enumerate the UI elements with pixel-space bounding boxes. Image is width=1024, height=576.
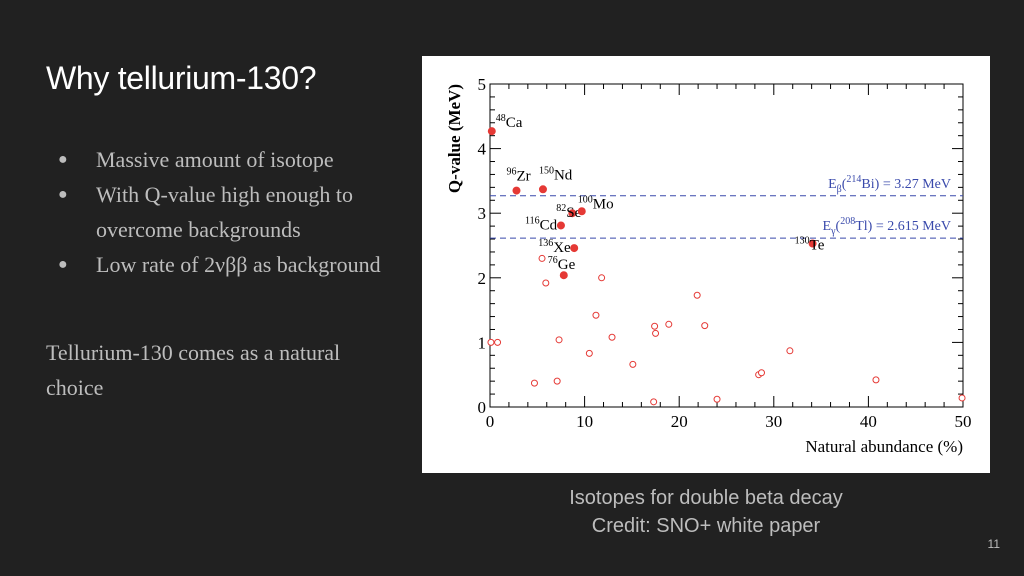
x-tick-label: 20 <box>671 412 688 431</box>
y-tick-label: 5 <box>478 75 487 94</box>
bullet-list: ● Massive amount of isotope ● With Q-value… <box>46 142 386 282</box>
page-number: 11 <box>987 537 1000 551</box>
figure-caption: Isotopes for double beta decay Credit: S… <box>422 484 990 540</box>
bullet-dot-icon: ● <box>58 256 68 273</box>
isotope-point-se <box>568 209 577 218</box>
bullet-text: With Q-value high enough to overcome bac… <box>96 182 353 242</box>
isotope-point-open <box>608 333 616 341</box>
x-tick-label: 40 <box>860 412 877 431</box>
isotope-point-open <box>494 338 502 346</box>
isotope-point-ge <box>559 271 568 280</box>
slide-title: Why tellurium-130? <box>46 60 317 96</box>
isotope-label-zr: 96Zr <box>506 167 530 185</box>
isotope-point-open <box>553 377 561 385</box>
bullet-item: ● Low rate of 2νββ as background <box>46 247 386 282</box>
isotope-point-zr <box>512 186 521 195</box>
isotope-point-open <box>652 329 660 337</box>
isotope-point-open <box>693 291 701 299</box>
isotope-point-open <box>592 311 600 319</box>
isotope-point-te <box>808 239 817 248</box>
isotope-label-te: 130Te <box>795 236 825 254</box>
isotope-point-open <box>598 274 606 282</box>
reference-line-label: Eβ(214Bi) = 3.27 MeV <box>828 174 951 195</box>
isotope-point-open <box>530 379 538 387</box>
caption-line-title: Isotopes for double beta decay <box>569 487 843 509</box>
bullet-dot-icon: ● <box>58 151 68 168</box>
isotope-label-ge: 76Ge <box>548 255 576 273</box>
isotope-point-xe <box>570 244 579 253</box>
isotope-point-open <box>555 336 563 344</box>
x-tick-label: 30 <box>765 412 782 431</box>
chart-panel: 0 10 20 30 40 50 0 1 2 3 4 5 Natural abundance (%) Q-… <box>422 56 990 473</box>
isotope-point-open <box>629 360 637 368</box>
isotope-label-cd: 116Cd <box>525 215 558 233</box>
isotope-point-open <box>487 338 495 346</box>
isotope-point-open <box>650 398 658 406</box>
isotope-point-open <box>542 279 550 287</box>
isotope-point-open <box>651 322 659 330</box>
bullet-text: Massive amount of isotope <box>96 147 334 172</box>
caption-line-credit: Credit: SNO+ white paper <box>591 515 821 537</box>
isotope-point-open <box>758 369 766 377</box>
isotope-point-nd <box>538 185 547 194</box>
isotope-point-open <box>786 347 794 355</box>
y-tick-label: 3 <box>478 204 487 223</box>
bullet-item: ● Massive amount of isotope <box>46 142 386 177</box>
isotope-point-cd <box>556 221 565 230</box>
isotope-point-open <box>958 394 966 402</box>
bullet-item: ● With Q-value high enough to overcome ba… <box>46 177 386 247</box>
y-tick-label: 1 <box>478 333 487 352</box>
isotope-label-mo: 100Mo <box>578 194 614 212</box>
x-tick-label: 50 <box>955 412 972 431</box>
conclusion-text: Tellurium-130 comes as a natural choice <box>46 340 341 400</box>
x-axis-label: Natural abundance (%) <box>805 437 963 456</box>
scatter-chart: 0 10 20 30 40 50 0 1 2 3 4 5 Natural abundance (%) Q-… <box>445 75 972 456</box>
isotope-point-open <box>538 254 546 262</box>
y-tick-label: 4 <box>478 140 487 159</box>
bullet-text: Low rate of 2νββ as background <box>96 252 381 277</box>
isotope-label-nd: 150Nd <box>539 165 573 183</box>
isotope-point-open <box>872 376 880 384</box>
isotope-point-ca <box>487 127 496 136</box>
y-tick-label: 0 <box>478 398 487 417</box>
x-tick-label: 0 <box>486 412 495 431</box>
reference-line-label: Eγ(208Tl) = 2.615 MeV <box>823 216 951 237</box>
plot-frame <box>489 83 964 408</box>
y-axis-label: Q-value (MeV) <box>445 84 464 193</box>
isotope-point-mo <box>577 207 586 216</box>
bullet-dot-icon: ● <box>58 186 68 203</box>
isotope-label-ca: 48Ca <box>496 113 523 131</box>
y-tick-label: 2 <box>478 269 487 288</box>
isotope-label-se: 82Se <box>556 203 581 221</box>
isotope-point-open <box>585 349 593 357</box>
isotope-point-open <box>701 322 709 330</box>
isotope-point-open <box>665 320 673 328</box>
isotope-label-xe: 136Xe <box>538 238 571 256</box>
isotope-point-open <box>713 395 721 403</box>
x-tick-label: 10 <box>576 412 593 431</box>
